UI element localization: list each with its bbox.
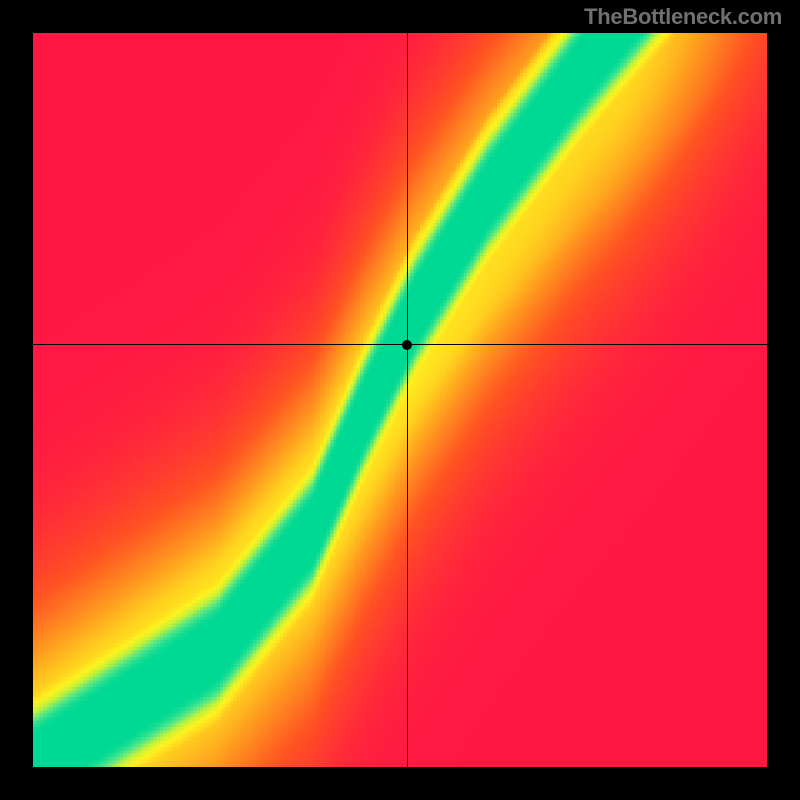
watermark-text: TheBottleneck.com xyxy=(584,4,782,30)
crosshair-horizontal xyxy=(33,344,767,345)
bottleneck-heatmap xyxy=(33,33,767,767)
chart-container: TheBottleneck.com xyxy=(0,0,800,800)
crosshair-vertical xyxy=(407,33,408,767)
